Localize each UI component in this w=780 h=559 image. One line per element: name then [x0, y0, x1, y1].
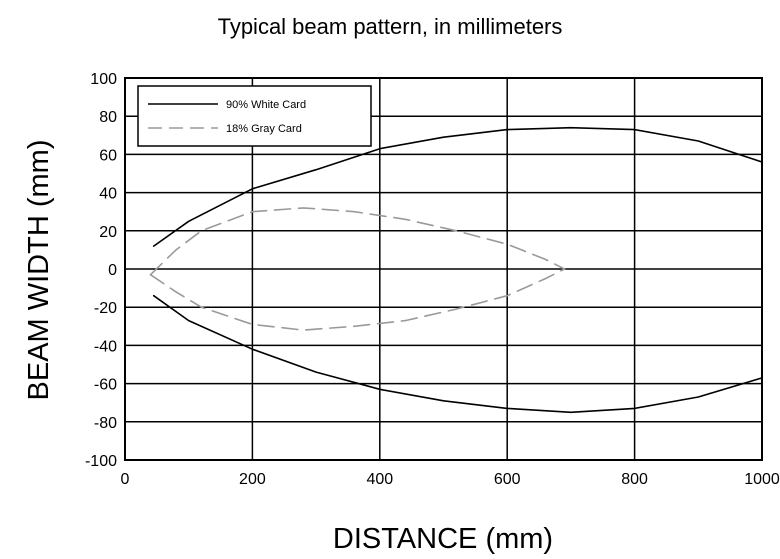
y-tick-label: 0 — [108, 262, 117, 279]
tick-labels: 0 200 400 600 800 1000100806040200-20-40-60-8… — [85, 71, 780, 488]
y-tick-label: -40 — [94, 338, 117, 355]
chart-title: Typical beam pattern, in millimeters — [217, 14, 563, 39]
plot-frame — [124, 77, 763, 461]
x-axis-title: DISTANCE (mm) — [333, 523, 553, 555]
y-tick-label: 20 — [99, 224, 117, 241]
series-lines — [149, 126, 763, 414]
y-axis-title: BEAM WIDTH (mm) — [23, 140, 55, 401]
x-tick-label: 400 — [366, 471, 393, 488]
legend-box — [137, 85, 372, 147]
series-line-90-white-card-upper — [152, 126, 763, 247]
grid — [125, 78, 762, 460]
y-tick-label: 100 — [90, 71, 117, 88]
x-tick-label: 1000 — [744, 471, 780, 488]
series-line-18-gray-card-upper — [149, 207, 566, 276]
y-tick-label: -20 — [94, 300, 117, 317]
series-line-90-white-card-lower — [152, 294, 763, 414]
y-tick-label: 60 — [99, 147, 117, 164]
legend-label-gray-card: 18% Gray Card — [226, 123, 302, 135]
y-tick-label: 80 — [99, 109, 117, 126]
x-tick-label: 0 — [121, 471, 130, 488]
series-line-18-gray-card-lower — [149, 268, 566, 331]
x-tick-label: 600 — [494, 471, 521, 488]
x-tick-label: 200 — [239, 471, 266, 488]
y-tick-label: -60 — [94, 377, 117, 394]
legend-label-white-card: 90% White Card — [226, 99, 306, 111]
y-tick-label: -80 — [94, 415, 117, 432]
legend: 90% White Card 18% Gray Card — [137, 85, 372, 147]
x-tick-label: 800 — [621, 471, 648, 488]
y-tick-label: -100 — [85, 453, 117, 470]
y-tick-label: 40 — [99, 186, 117, 203]
